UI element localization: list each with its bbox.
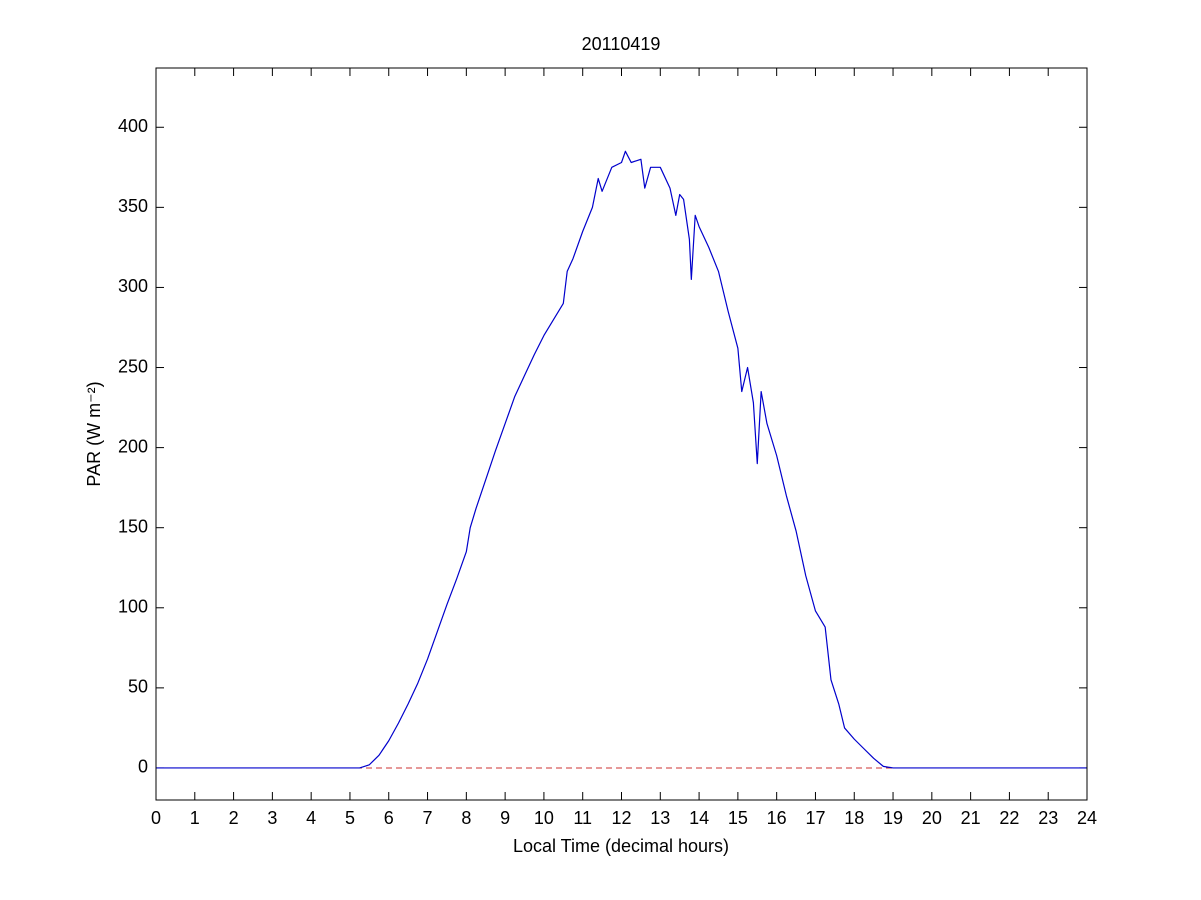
data-line <box>156 150 1087 769</box>
y-tick-label: 250 <box>118 356 148 376</box>
y-tick-label: 400 <box>118 116 148 136</box>
x-tick-label: 9 <box>500 808 510 828</box>
plot-frame <box>155 67 1088 801</box>
y-tick-label: 200 <box>118 436 148 456</box>
x-tick-label: 23 <box>1038 808 1058 828</box>
x-tick-label: 2 <box>229 808 239 828</box>
x-tick-label: 12 <box>611 808 631 828</box>
y-tick-label: 150 <box>118 516 148 536</box>
x-tick-label: 21 <box>961 808 981 828</box>
y-axis-label: PAR (W m⁻²) <box>84 381 104 486</box>
x-tick-label: 11 <box>573 808 592 828</box>
x-tick-label: 10 <box>534 808 554 828</box>
x-tick-label: 0 <box>151 808 161 828</box>
x-tick-label: 3 <box>267 808 277 828</box>
x-tick-label: 13 <box>650 808 670 828</box>
x-tick-label: 24 <box>1077 808 1097 828</box>
x-tick-label: 20 <box>922 808 942 828</box>
x-axis-label: Local Time (decimal hours) <box>513 836 729 856</box>
x-tick-label: 5 <box>345 808 355 828</box>
y-tick-label: 50 <box>128 677 148 697</box>
x-tick-label: 22 <box>999 808 1019 828</box>
x-tick-label: 16 <box>767 808 787 828</box>
x-tick-label: 17 <box>805 808 825 828</box>
y-tick-label: 300 <box>118 276 148 296</box>
x-tick-label: 1 <box>190 808 200 828</box>
y-tick-label: 350 <box>118 196 148 216</box>
x-tick-label: 19 <box>883 808 903 828</box>
x-tick-label: 8 <box>461 808 471 828</box>
y-tick-label: 0 <box>138 757 148 777</box>
x-tick-label: 4 <box>306 808 316 828</box>
x-tick-label: 6 <box>384 808 394 828</box>
x-tick-label: 15 <box>728 808 748 828</box>
chart-title: 20110419 <box>582 34 661 54</box>
x-tick-label: 18 <box>844 808 864 828</box>
x-tick-label: 7 <box>423 808 433 828</box>
x-tick-label: 14 <box>689 808 709 828</box>
y-tick-label: 100 <box>118 597 148 617</box>
